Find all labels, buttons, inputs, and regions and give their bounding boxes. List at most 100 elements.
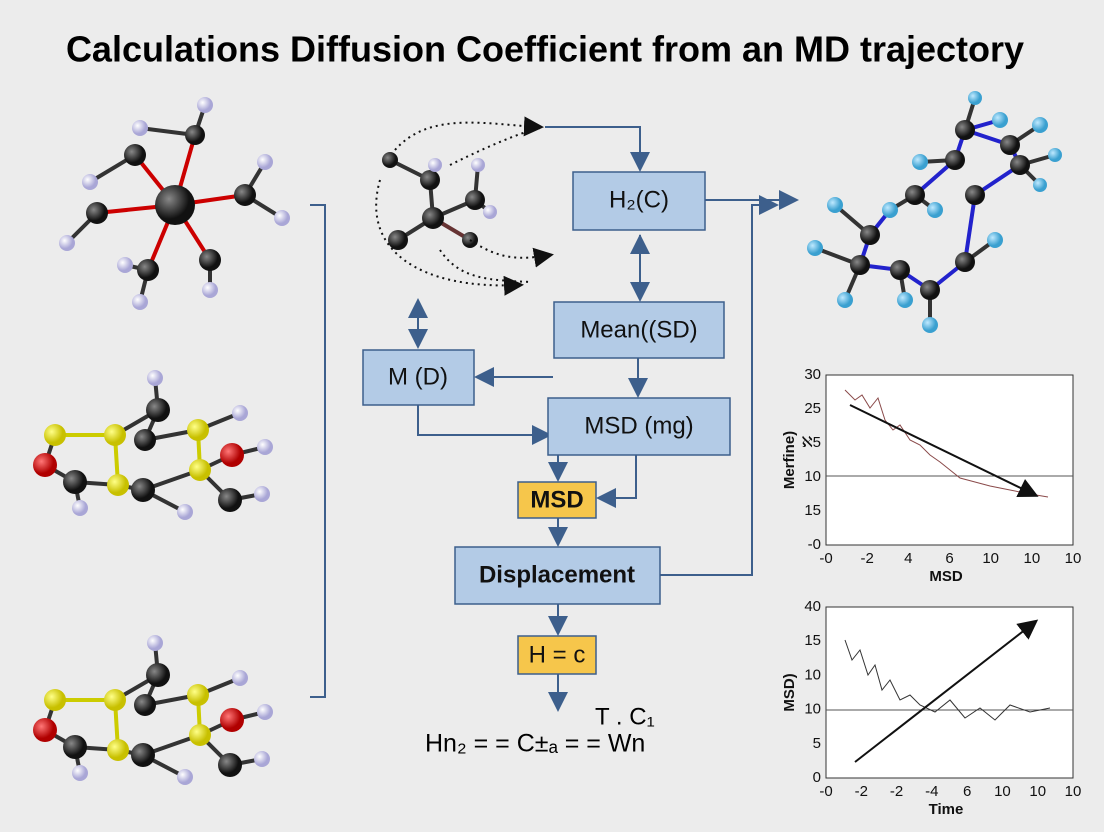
atom [837, 292, 853, 308]
atom [422, 207, 444, 229]
atom [33, 453, 57, 477]
atom [202, 282, 218, 298]
atom [1048, 148, 1062, 162]
node [454, 546, 661, 605]
y-tick-label: 25 [804, 400, 821, 417]
y-tick-label: 5 [813, 735, 821, 752]
node [362, 349, 475, 406]
y-tick-label: 15 [804, 632, 821, 649]
atom [72, 765, 88, 781]
node-label: H₂(C) [609, 186, 669, 213]
atom [897, 292, 913, 308]
node-label: Displacement [479, 561, 635, 588]
node [547, 397, 731, 456]
atom [905, 185, 925, 205]
atom [220, 708, 244, 732]
atom [33, 718, 57, 742]
trace [844, 389, 1049, 498]
atom [232, 405, 248, 421]
y-tick-label: 0 [813, 769, 821, 786]
atom [117, 257, 133, 273]
atom [132, 120, 148, 136]
atom [428, 158, 442, 172]
x-tick-label: 6 [963, 783, 971, 800]
trend [849, 404, 1039, 497]
trace [844, 639, 1051, 721]
atom [146, 663, 170, 687]
atom [1032, 117, 1048, 133]
node-label: H = c [529, 641, 586, 668]
x-tick-label: 10 [1065, 783, 1082, 800]
atom [827, 197, 843, 213]
atom [927, 202, 943, 218]
atom [1033, 178, 1047, 192]
atom [890, 260, 910, 280]
x-tick-label: 10 [1023, 550, 1040, 567]
y-axis-label: MSD) [781, 673, 798, 711]
atom [955, 120, 975, 140]
atom [274, 210, 290, 226]
atom [257, 154, 273, 170]
atom [807, 240, 823, 256]
atom [471, 158, 485, 172]
atom [465, 190, 485, 210]
atom [197, 97, 213, 113]
atom [131, 743, 155, 767]
atom [382, 152, 398, 168]
atom [187, 419, 209, 441]
x-tick-label: -2 [860, 550, 873, 567]
atom [187, 684, 209, 706]
x-axis-label: Time [929, 801, 964, 818]
atom [199, 249, 221, 271]
atom [483, 205, 497, 219]
bond [963, 194, 977, 263]
y-axis-label: Merfine) [781, 431, 798, 489]
node [553, 301, 725, 359]
bracket [310, 204, 326, 698]
atom [860, 225, 880, 245]
atom [63, 735, 87, 759]
atom [922, 317, 938, 333]
y-tick-label: -0 [808, 536, 821, 553]
atom [987, 232, 1003, 248]
atom [388, 230, 408, 250]
formula-upper: T . C₁ [595, 703, 655, 730]
atom [107, 739, 129, 761]
atom [155, 185, 195, 225]
atom [59, 235, 75, 251]
node [572, 171, 706, 231]
atom [147, 635, 163, 651]
plot-frame [825, 606, 1074, 779]
atom [134, 429, 156, 451]
atom [185, 125, 205, 145]
atom [131, 478, 155, 502]
atom [107, 474, 129, 496]
x-tick-label: -4 [925, 783, 938, 800]
atom [254, 751, 270, 767]
atom [134, 694, 156, 716]
node-label: MSD [530, 486, 583, 513]
atom [146, 398, 170, 422]
atom [920, 280, 940, 300]
atom [945, 150, 965, 170]
atom [44, 689, 66, 711]
atom [965, 185, 985, 205]
y-tick-label: 10 [804, 468, 821, 485]
x-tick-label: 10 [982, 550, 999, 567]
atom [257, 704, 273, 720]
y-tick-label: 10 [804, 666, 821, 683]
atom [218, 488, 242, 512]
atom [82, 174, 98, 190]
arrows [408, 126, 799, 712]
x-tick-label: 6 [945, 550, 953, 567]
atom [882, 202, 898, 218]
atom [124, 144, 146, 166]
atom [257, 439, 273, 455]
x-axis-label: MSD [929, 568, 963, 585]
y-tick-label: 30 [804, 366, 821, 383]
x-tick-label: 4 [904, 550, 912, 567]
atom [132, 294, 148, 310]
plot [825, 606, 1074, 779]
atom [234, 184, 256, 206]
